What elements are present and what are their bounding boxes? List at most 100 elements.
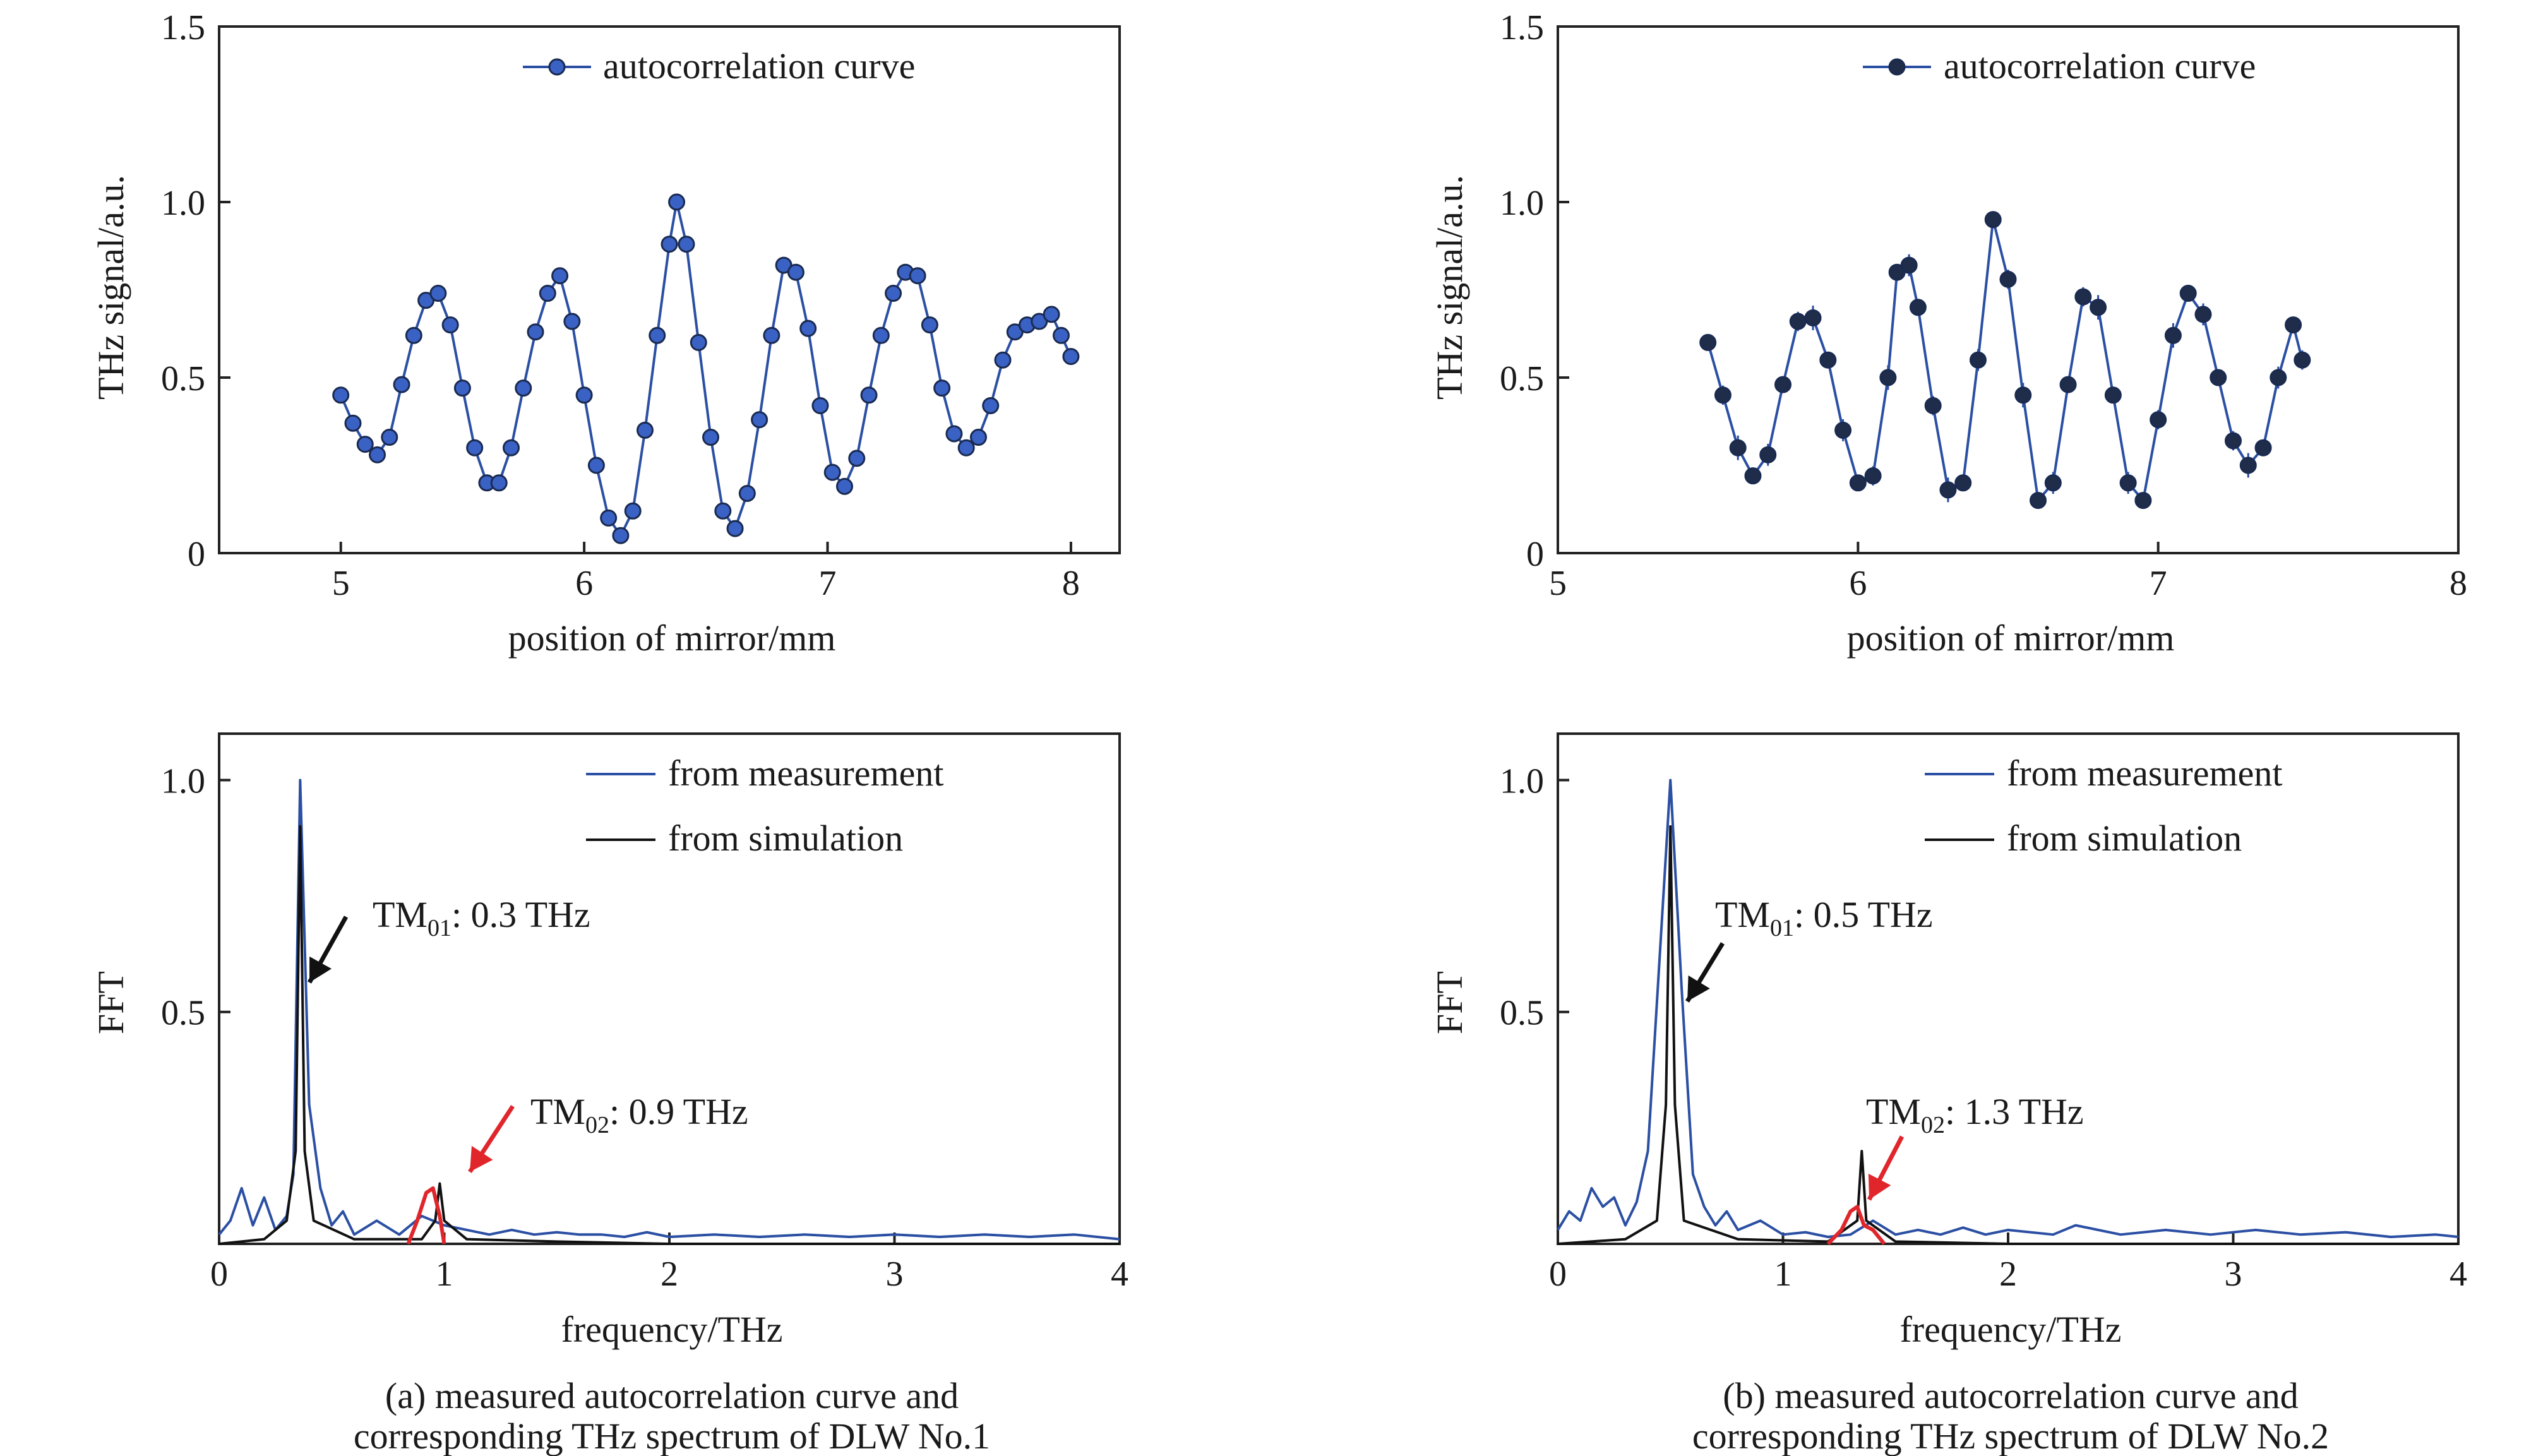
legend-entry-measurement: from measurement — [668, 753, 943, 794]
data-point — [2134, 492, 2152, 510]
data-point — [587, 456, 605, 474]
x-tick-label: 7 — [2150, 564, 2167, 603]
x-tick-label: 1 — [436, 1255, 453, 1294]
data-point — [2014, 386, 2032, 404]
data-point — [751, 411, 769, 429]
y-tick-label: 1.0 — [161, 184, 205, 223]
data-point — [1804, 309, 1822, 326]
x-tick-label: 2 — [661, 1255, 678, 1294]
data-point — [690, 333, 707, 351]
chart-a-bottom: 0 1 2 3 4 0.5 1.0 TM01: 0.3 THz TM02: 0.9 THz fr… — [90, 732, 1128, 1456]
y-axis-label: THz signal/a.u. — [90, 175, 131, 400]
chart-b-bottom: 0 1 2 3 4 0.5 1.0 TM01: 0.5 THz TM02: 1.3 THz fr… — [1429, 732, 2467, 1456]
caption-line-1: (a) measured autocorrelation curve and — [385, 1375, 959, 1416]
x-axis-label: frequency/THz — [561, 1309, 782, 1350]
y-tick-label: 0.5 — [161, 994, 205, 1033]
data-point — [1909, 299, 1927, 316]
x-tick-label: 3 — [886, 1255, 904, 1294]
data-point — [1699, 333, 1717, 351]
data-point — [1774, 376, 1791, 393]
data-point — [1939, 481, 1957, 499]
data-point — [1924, 397, 1942, 414]
series-line — [339, 201, 1072, 539]
x-tick-label: 4 — [1111, 1255, 1128, 1294]
data-point — [356, 436, 374, 453]
data-point — [539, 285, 556, 302]
legend-marker — [1888, 58, 1906, 76]
x-tick-label: 5 — [332, 564, 350, 603]
data-point — [575, 386, 593, 404]
data-point — [714, 502, 732, 520]
series-tm02-highlight — [1826, 1205, 1886, 1246]
data-point — [1834, 421, 1852, 439]
series-simulation-line — [1557, 825, 2458, 1245]
data-point — [441, 316, 459, 334]
annotation-label: TM02: 0.9 THz — [530, 1091, 748, 1138]
data-point — [551, 267, 569, 285]
data-point — [1954, 474, 1972, 492]
data-point — [787, 263, 804, 281]
data-point — [2270, 369, 2287, 386]
data-point — [1900, 256, 1918, 274]
data-point — [453, 379, 471, 397]
series-line — [1706, 219, 2304, 504]
y-tick-label: 0 — [188, 535, 205, 574]
data-point — [2059, 376, 2077, 393]
x-tick-label: 3 — [2225, 1255, 2242, 1294]
data-point — [344, 414, 362, 432]
chart-b-top: 5 6 7 8 0 0.5 1.0 1.5 position of mirror/mm THz… — [1429, 8, 2467, 659]
x-tick-label: 2 — [1999, 1255, 2017, 1294]
y-tick-label: 0.5 — [1500, 994, 1544, 1033]
data-point — [702, 429, 720, 446]
x-axis-label: position of mirror/mm — [1847, 618, 2175, 659]
data-point — [1043, 306, 1060, 323]
legend-marker — [548, 58, 566, 76]
data-point — [393, 376, 410, 393]
y-axis-label: FFT — [1429, 971, 1470, 1034]
data-point — [1879, 369, 1897, 386]
data-point — [763, 326, 781, 344]
y-tick-label: 0.5 — [161, 359, 205, 398]
data-point — [624, 502, 642, 520]
data-point — [502, 439, 520, 456]
data-point — [1062, 348, 1080, 366]
x-axis-label: frequency/THz — [1899, 1309, 2121, 1350]
data-point — [661, 236, 678, 253]
data-point — [885, 285, 902, 302]
x-tick-label: 7 — [819, 564, 837, 603]
x-tick-label: 1 — [1774, 1255, 1792, 1294]
series-tm02-highlight — [406, 1186, 446, 1245]
data-point — [726, 520, 744, 537]
data-point — [2225, 432, 2242, 450]
data-point — [600, 509, 618, 527]
data-point — [2164, 326, 2182, 344]
data-point — [957, 439, 975, 456]
x-tick-label: 8 — [1062, 564, 1080, 603]
data-point — [921, 316, 938, 334]
data-point — [2254, 439, 2272, 456]
data-point — [872, 326, 890, 344]
legend-entry: autocorrelation curve — [1944, 45, 2256, 87]
data-point — [2294, 351, 2311, 369]
data-point — [369, 446, 386, 463]
data-point — [860, 386, 878, 404]
legend-entry-simulation: from simulation — [2007, 818, 2242, 859]
annotation-label: TM02: 1.3 THz — [1866, 1091, 2084, 1138]
data-point — [381, 429, 398, 446]
data-point — [811, 397, 829, 414]
data-point — [823, 463, 841, 481]
data-point — [2074, 288, 2092, 306]
legend-entry-measurement: from measurement — [2007, 753, 2282, 794]
data-point — [636, 421, 654, 439]
annotation-arrowhead — [309, 956, 332, 982]
legend-entry-simulation: from simulation — [668, 818, 903, 859]
data-point — [2119, 474, 2137, 492]
series-measurement-line — [1557, 779, 2459, 1238]
data-point — [649, 326, 666, 344]
y-tick-label: 0 — [1526, 535, 1544, 574]
x-tick-label: 8 — [2449, 564, 2467, 603]
chart-a-top: 5 6 7 8 0 0.5 1.0 1.5 position of mirror/mm THz… — [90, 8, 1121, 659]
plot-frame — [218, 732, 1121, 1245]
caption-line-2: corresponding THz spectrum of DLW No.2 — [1692, 1416, 2329, 1456]
data-point — [2194, 306, 2212, 323]
